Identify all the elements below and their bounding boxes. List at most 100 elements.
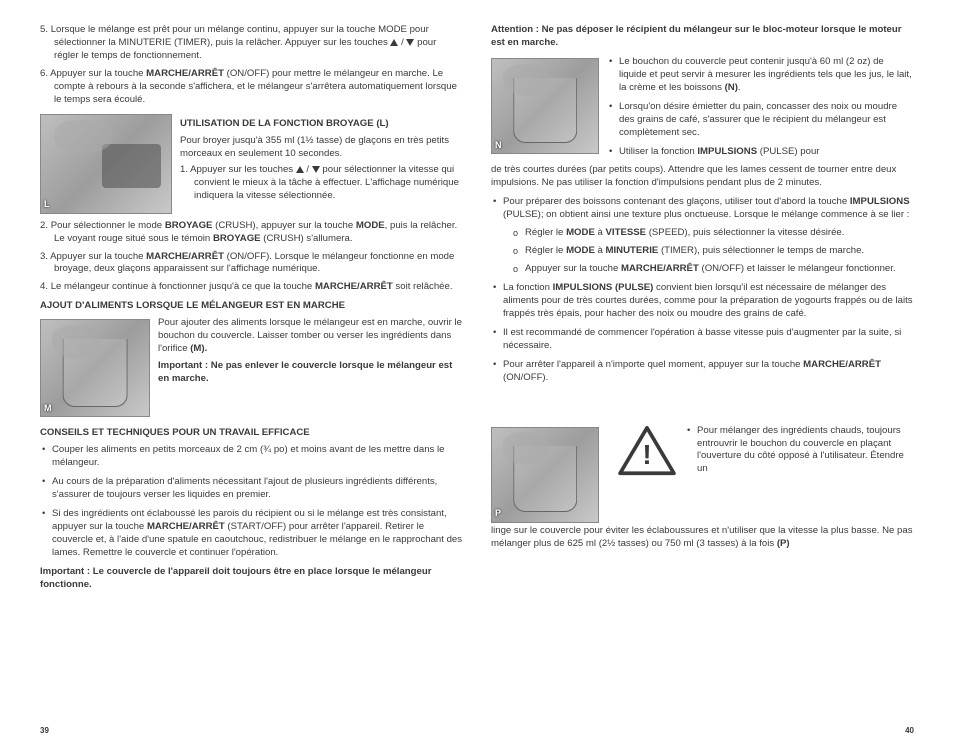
text: Lorsque le mélange est prêt pour un méla… [51, 24, 429, 48]
broyage-intro: Pour broyer jusqu'à 355 ml (1½ tasse) de… [180, 135, 463, 161]
step-num: 5. [40, 24, 48, 35]
b: (P) [777, 538, 790, 549]
t: Pour arrêter l'appareil à n'importe quel… [503, 359, 803, 370]
b: MODE [356, 220, 385, 231]
t: (CRUSH), appuyer sur la touche [212, 220, 355, 231]
page-number-left: 39 [40, 726, 49, 735]
t: soit relâchée. [393, 281, 453, 292]
hand-graphic [52, 325, 101, 359]
t: Utiliser la fonction [619, 146, 697, 157]
page-number-right: 40 [905, 726, 914, 735]
list-item: Le bouchon du couvercle peut contenir ju… [607, 56, 914, 95]
right-bullets-top: Le bouchon du couvercle peut contenir ju… [607, 56, 914, 165]
broyage-step-4: 4. Le mélangeur continue à fonctionner j… [40, 281, 463, 294]
list-item: Si des ingrédients ont éclaboussé les pa… [40, 508, 463, 560]
step-num: 6. [40, 68, 48, 79]
list-item: Régler le MODE à MINUTERIE (TIMER), puis… [503, 245, 914, 258]
b: IMPULSIONS (PULSE) [553, 282, 654, 293]
figure-label: L [44, 198, 50, 210]
step-num: 1. [180, 164, 188, 175]
conseils-list: Couper les aliments en petits morceaux d… [40, 444, 463, 560]
n-section: N Le bouchon du couvercle peut contenir … [491, 56, 914, 165]
b: MARCHE/ARRÊT [621, 263, 699, 274]
figure-label: M [44, 402, 52, 414]
t: (PULSE) pour [757, 146, 819, 157]
list-item: La fonction IMPULSIONS (PULSE) convient … [491, 282, 914, 321]
b: Important : Ne pas enlever le couvercle … [158, 360, 452, 384]
exclamation: ! [642, 439, 651, 470]
attention: Attention : Ne pas déposer le récipient … [491, 24, 914, 50]
step-5: 5. Lorsque le mélange est prêt pour un m… [40, 24, 463, 63]
t: linge sur le couvercle pour éviter les é… [491, 525, 913, 549]
t: (SPEED), puis sélectionner la vitesse dé… [646, 227, 844, 238]
heading-conseils: CONSEILS ET TECHNIQUES POUR UN TRAVAIL E… [40, 427, 463, 440]
warning-tail: linge sur le couvercle pour éviter les é… [491, 525, 914, 551]
step-num: 3. [40, 251, 48, 262]
document-spread: 5. Lorsque le mélange est prêt pour un m… [0, 0, 954, 596]
t: Régler le [525, 245, 566, 256]
figure-m: M [40, 319, 150, 417]
step-6: 6. Appuyer sur la touche MARCHE/ARRÊT (O… [40, 68, 463, 107]
right-bullets-mid: Pour préparer des boissons contenant des… [491, 196, 914, 384]
caution-icon: ! [617, 425, 677, 477]
list-item: Il est recommandé de commencer l'opérati… [491, 327, 914, 353]
t: (CRUSH) s'allumera. [261, 233, 353, 244]
t: à [595, 227, 606, 238]
t: Le bouchon du couvercle peut contenir ju… [619, 56, 912, 93]
t: Le mélangeur continue à fonctionner jusq… [51, 281, 315, 292]
broyage-step-3: 3. Appuyer sur la touche MARCHE/ARRÊT (O… [40, 251, 463, 277]
t: Pour préparer des boissons contenant des… [503, 196, 850, 207]
numbered-list: 5. Lorsque le mélange est prêt pour un m… [40, 24, 463, 107]
list-item: Pour arrêter l'appareil à n'importe quel… [491, 359, 914, 385]
list-item: Couper les aliments en petits morceaux d… [40, 444, 463, 470]
warning-bullet: Pour mélanger des ingrédients chauds, to… [685, 425, 914, 483]
heading-broyage: UTILISATION DE LA FONCTION BROYAGE (L) [180, 118, 463, 131]
t: Pour sélectionner le mode [51, 220, 165, 231]
sub-list: Régler le MODE à VITESSE (SPEED), puis s… [503, 227, 914, 276]
b: MODE [566, 245, 595, 256]
ajout-important: Important : Ne pas enlever le couvercle … [158, 360, 463, 386]
page-right: Attention : Ne pas déposer le récipient … [491, 24, 914, 596]
t: Régler le [525, 227, 566, 238]
b: MODE [566, 227, 595, 238]
b: IMPULSIONS [850, 196, 910, 207]
figure-n: N [491, 58, 599, 154]
list-item: Pour mélanger des ingrédients chauds, to… [685, 425, 914, 477]
step-num: 4. [40, 281, 48, 292]
list-item: Utiliser la fonction IMPULSIONS (PULSE) … [607, 146, 914, 159]
t: à [595, 245, 606, 256]
broyage-section: L UTILISATION DE LA FONCTION BROYAGE (L)… [40, 112, 463, 216]
figure-l: L [40, 114, 172, 214]
t: (ON/OFF) et laisser le mélangeur fonctio… [699, 263, 896, 274]
text: Appuyer sur la touche [50, 68, 146, 79]
list-item: Au cours de la préparation d'aliments né… [40, 476, 463, 502]
t: (ON/OFF). [503, 372, 548, 383]
control-panel-graphic [102, 144, 161, 188]
b: MARCHE/ARRÊT [147, 521, 225, 532]
b: MARCHE/ARRÊT [146, 251, 224, 262]
b: Attention : Ne pas déposer le récipient … [491, 24, 901, 48]
up-triangle-icon [296, 166, 304, 173]
broyage-steps: 2. Pour sélectionner le mode BROYAGE (CR… [40, 220, 463, 295]
b: Important : Le couvercle de l'appareil d… [40, 566, 431, 590]
ajout-text: Pour ajouter des aliments lorsque le mél… [158, 317, 463, 356]
b: MARCHE/ARRÊT [803, 359, 881, 370]
text: / [304, 164, 312, 175]
list-item: Appuyer sur la touche MARCHE/ARRÊT (ON/O… [503, 263, 914, 276]
b: (M). [190, 343, 207, 354]
hand-graphic [503, 432, 551, 465]
figure-label: P [495, 507, 501, 519]
t: . [738, 82, 741, 93]
bold: MARCHE/ARRÊT [146, 68, 224, 79]
b: IMPULSIONS [697, 146, 757, 157]
hand-graphic [54, 120, 113, 154]
b: BROYAGE [213, 233, 261, 244]
figure-p: P [491, 427, 599, 523]
t: (TIMER), puis sélectionner le temps de m… [658, 245, 864, 256]
b: (N) [725, 82, 738, 93]
list-item: Régler le MODE à VITESSE (SPEED), puis s… [503, 227, 914, 240]
down-triangle-icon [312, 166, 320, 173]
p-warning-section: P ! Pour mélanger des ingrédients chauds… [491, 425, 914, 525]
ajout-section: M Pour ajouter des aliments lorsque le m… [40, 317, 463, 419]
pulse-tail: de très courtes durées (par petits coups… [491, 164, 914, 190]
